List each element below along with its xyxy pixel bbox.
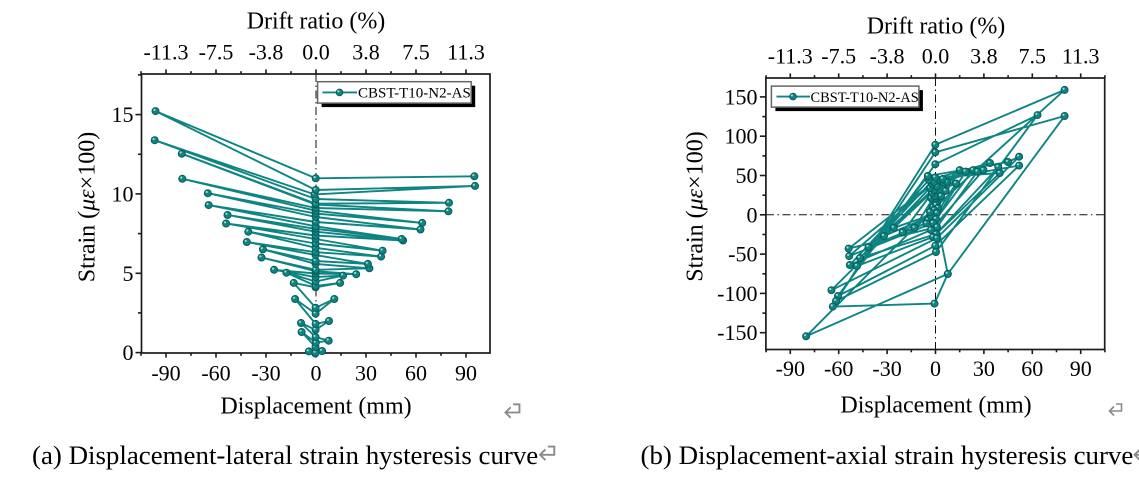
svg-text:0: 0 [311, 361, 322, 386]
svg-text:3.8: 3.8 [970, 44, 998, 69]
svg-text:-7.5: -7.5 [821, 44, 856, 69]
svg-text:7.5: 7.5 [402, 40, 430, 65]
svg-text:-90: -90 [776, 356, 805, 381]
svg-text:15: 15 [112, 102, 134, 127]
svg-text:CBST-T10-N2-AS: CBST-T10-N2-AS [811, 90, 919, 106]
svg-text:-11.3: -11.3 [143, 40, 188, 65]
svg-text:-7.5: -7.5 [199, 40, 234, 65]
svg-text:3.8: 3.8 [352, 40, 380, 65]
svg-text:7.5: 7.5 [1019, 44, 1047, 69]
svg-text:-150: -150 [717, 320, 757, 345]
svg-text:(a) Displacement-lateral strai: (a) Displacement-lateral strain hysteres… [32, 440, 538, 470]
svg-text:Displacement (mm): Displacement (mm) [220, 394, 411, 420]
svg-text:-11.3: -11.3 [768, 44, 813, 69]
svg-text:150: 150 [725, 84, 758, 109]
svg-text:0: 0 [747, 202, 758, 227]
svg-text:Displacement (mm): Displacement (mm) [840, 393, 1031, 419]
svg-text:60: 60 [1021, 356, 1043, 381]
svg-text:Strain (με×100): Strain (με×100) [683, 131, 709, 281]
svg-text:30: 30 [355, 361, 377, 386]
svg-text:90: 90 [1070, 356, 1092, 381]
svg-text:Drift ratio (%): Drift ratio (%) [867, 14, 1006, 40]
svg-text:30: 30 [973, 356, 995, 381]
svg-text:-90: -90 [151, 361, 180, 386]
svg-text:-100: -100 [717, 281, 757, 306]
svg-text:-30: -30 [872, 356, 901, 381]
svg-text:Drift ratio (%): Drift ratio (%) [247, 9, 386, 35]
svg-text:Strain (με×100): Strain (με×100) [75, 132, 101, 282]
svg-text:60: 60 [405, 361, 427, 386]
svg-text:0.0: 0.0 [922, 44, 950, 69]
svg-text:-3.8: -3.8 [870, 44, 905, 69]
svg-text:0.0: 0.0 [302, 40, 330, 65]
svg-text:-30: -30 [251, 361, 280, 386]
svg-text:11.3: 11.3 [447, 40, 485, 65]
svg-text:-50: -50 [728, 242, 757, 267]
svg-text:CBST-T10-N2-AS: CBST-T10-N2-AS [358, 86, 471, 102]
svg-text:0: 0 [123, 340, 134, 365]
svg-text:90: 90 [455, 361, 477, 386]
svg-text:10: 10 [112, 181, 134, 206]
svg-text:50: 50 [736, 163, 758, 188]
svg-text:-3.8: -3.8 [249, 40, 284, 65]
svg-text:5: 5 [123, 261, 134, 286]
svg-text:11.3: 11.3 [1062, 44, 1100, 69]
svg-text:-60: -60 [201, 361, 230, 386]
svg-text:-60: -60 [824, 356, 853, 381]
svg-text:100: 100 [725, 124, 758, 149]
svg-text:0: 0 [930, 356, 941, 381]
svg-text:(b) Displacement-axial strain: (b) Displacement-axial strain hysteresis… [641, 440, 1134, 470]
